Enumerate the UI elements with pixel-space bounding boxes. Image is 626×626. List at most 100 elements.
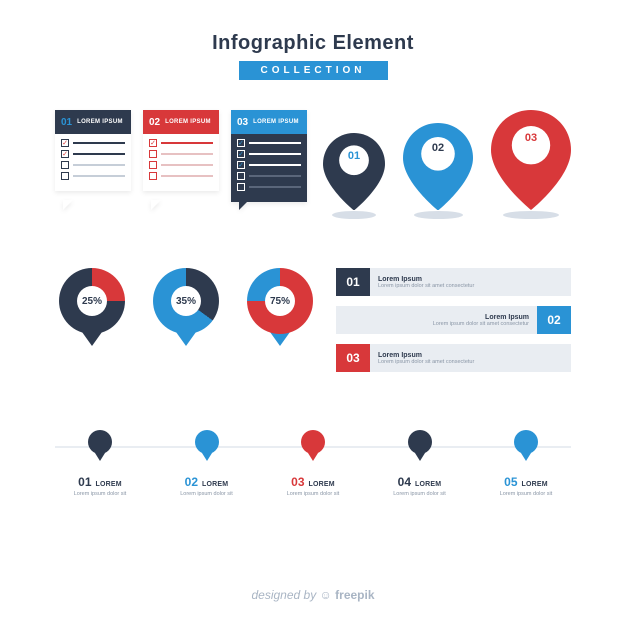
- timeline-item: 05LOREM Lorem ipsum dolor sit: [481, 430, 571, 497]
- timeline-items: 01LOREMLorem ipsum dolor sit02LOREMLorem…: [55, 430, 571, 497]
- map-pin-group: 01 02 03: [323, 110, 571, 219]
- timeline-subtext: Lorem ipsum dolor sit: [74, 491, 127, 497]
- checklist-text-line: [249, 186, 301, 188]
- info-bar-body: Lorem IpsumLorem ipsum dolor sit amet co…: [336, 306, 537, 334]
- checklist-text-line: [249, 175, 301, 177]
- map-pin: 01: [323, 133, 385, 220]
- checkbox-icon: [61, 161, 69, 169]
- checklist-body: ✓: [143, 134, 219, 191]
- map-pin-number: 01: [348, 150, 360, 162]
- page-subtitle: COLLECTION: [239, 61, 388, 80]
- checklist-card: 02 LOREM IPSUM ✓: [143, 110, 219, 202]
- checklist-text-line: [161, 175, 213, 177]
- timeline-text: LOREM: [96, 481, 122, 488]
- checklist-row: ✓: [237, 161, 301, 169]
- checkbox-icon: ✓: [237, 161, 245, 169]
- speech-tail-icon: [239, 200, 249, 210]
- donut-ring: 75%: [247, 268, 313, 334]
- donut-percent-label: 35%: [171, 286, 201, 316]
- page-title: Infographic Element: [0, 32, 626, 55]
- donut-percent-label: 25%: [77, 286, 107, 316]
- timeline-marker-icon: [514, 430, 538, 461]
- timeline-item: 02LOREMLorem ipsum dolor sit: [162, 430, 252, 497]
- checklist-body: ✓✓: [55, 134, 131, 191]
- checklist-text-line: [161, 164, 213, 166]
- checklist-row: [149, 150, 213, 158]
- timeline-marker-icon: [88, 430, 112, 461]
- info-bar-group: 01Lorem IpsumLorem ipsum dolor sit amet …: [336, 268, 571, 372]
- info-bar-title: Lorem Ipsum: [344, 314, 529, 321]
- checkbox-icon: ✓: [237, 150, 245, 158]
- checklist-row: [61, 172, 125, 180]
- checkbox-icon: [149, 172, 157, 180]
- info-bar-badge: 01: [336, 268, 370, 296]
- map-pin-icon: [403, 123, 473, 216]
- row-checklists-and-pins: 01LOREM IPSUM✓✓02LOREM IPSUM✓03LOREM IPS…: [55, 110, 571, 219]
- checklist-row: [149, 161, 213, 169]
- checklist-header: 01LOREM IPSUM: [55, 110, 131, 134]
- timeline-marker-icon: [301, 430, 325, 461]
- timeline-item: 03LOREM Lorem ipsum dolor sit: [268, 430, 358, 497]
- map-pin-number: 03: [525, 132, 537, 144]
- timeline-subtext: Lorem ipsum dolor sit: [393, 491, 446, 497]
- checklist-text-line: [249, 164, 301, 166]
- info-bar-subtitle: Lorem ipsum dolor sit amet consectetur: [378, 283, 563, 289]
- donut-chart-pin: 25%: [55, 268, 129, 346]
- speech-tail-icon: [63, 200, 73, 210]
- checklist-row: ✓: [237, 139, 301, 147]
- checklist-label: LOREM IPSUM: [165, 119, 211, 125]
- timeline-marker-icon: [408, 430, 432, 461]
- timeline-number: 02: [185, 475, 198, 489]
- footer-credit: designed by ☺ freepik: [0, 588, 626, 602]
- map-pin-icon: [491, 110, 571, 215]
- timeline-marker-icon: [195, 430, 219, 461]
- donut-tail-icon: [270, 332, 290, 346]
- timeline-label: 03LOREM: [291, 475, 335, 489]
- map-pin-icon: [323, 133, 385, 216]
- checklist-row: ✓: [237, 150, 301, 158]
- footer-brand: freepik: [335, 588, 374, 602]
- info-bar-subtitle: Lorem ipsum dolor sit amet consectetur: [344, 321, 529, 327]
- timeline-label: 04LOREM: [398, 475, 442, 489]
- checklist-body: ✓ ✓ ✓: [231, 134, 307, 202]
- info-bar: 03Lorem IpsumLorem ipsum dolor sit amet …: [336, 344, 571, 372]
- timeline-subtext: Lorem ipsum dolor sit: [180, 491, 233, 497]
- info-bar-badge: 02: [537, 306, 571, 334]
- checklist-text-line: [73, 175, 125, 177]
- checklist-number: 02: [149, 117, 160, 128]
- info-bar-subtitle: Lorem ipsum dolor sit amet consectetur: [378, 359, 563, 365]
- checklist-card: 03LOREM IPSUM ✓ ✓ ✓: [231, 110, 307, 202]
- checklist-row: [237, 183, 301, 191]
- checkbox-icon: ✓: [61, 150, 69, 158]
- checklist-row: [61, 161, 125, 169]
- donut-ring: 25%: [59, 268, 125, 334]
- donut-ring: 35%: [153, 268, 219, 334]
- checklist-row: ✓: [149, 139, 213, 147]
- checklist-header: 03LOREM IPSUM: [231, 110, 307, 134]
- checklist-row: [237, 172, 301, 180]
- timeline-subtext: Lorem ipsum dolor sit: [287, 491, 340, 497]
- timeline-text: LOREM: [522, 481, 548, 488]
- pin-shadow: [332, 211, 375, 219]
- timeline-item: 01 LOREM Lorem ipsum dolor sit: [55, 430, 145, 497]
- checklist-text-line: [161, 142, 213, 144]
- checkbox-icon: [61, 172, 69, 180]
- donut-tail-icon: [176, 332, 196, 346]
- timeline-number: 03: [291, 475, 304, 489]
- map-pin: 02: [403, 123, 473, 220]
- info-bar: 01Lorem IpsumLorem ipsum dolor sit amet …: [336, 268, 571, 296]
- checklist-text-line: [161, 153, 213, 155]
- speech-tail-icon: [151, 200, 161, 210]
- timeline-subtext: Lorem ipsum dolor sit: [500, 491, 553, 497]
- checkbox-icon: [237, 183, 245, 191]
- info-bar-body: Lorem IpsumLorem ipsum dolor sit amet co…: [370, 344, 571, 372]
- checklist-number: 01: [61, 117, 72, 128]
- info-bar-badge: 03: [336, 344, 370, 372]
- checklist-row: ✓: [61, 139, 125, 147]
- info-bar-body: Lorem IpsumLorem ipsum dolor sit amet co…: [370, 268, 571, 296]
- checklist-number: 03: [237, 117, 248, 128]
- timeline-number: 01: [78, 475, 91, 489]
- timeline-label: 01 LOREM: [78, 475, 122, 489]
- checklist-group: 01LOREM IPSUM✓✓02LOREM IPSUM✓03LOREM IPS…: [55, 110, 307, 202]
- timeline-label: 05LOREM: [504, 475, 548, 489]
